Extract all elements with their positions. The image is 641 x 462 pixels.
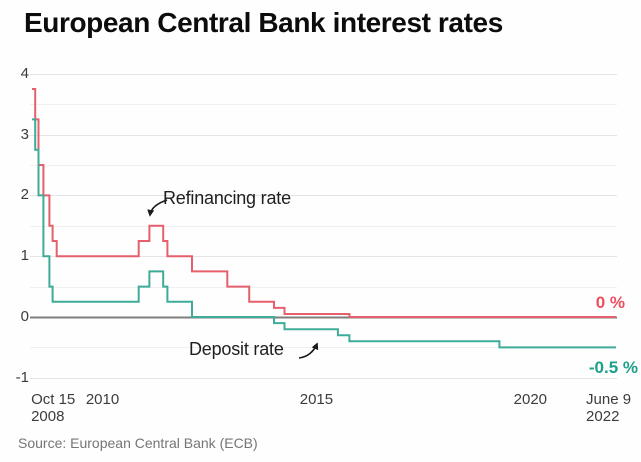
chart-title: European Central Bank interest rates bbox=[24, 7, 503, 38]
y-tick-label: 4 bbox=[20, 64, 29, 82]
annotation-refinancing-rate: Refinancing rate bbox=[163, 188, 291, 208]
annotation-deposit-rate: Deposit rate bbox=[189, 339, 284, 359]
refinancing-end-value-label: 0 % bbox=[595, 293, 625, 312]
x-tick-label: 2020 bbox=[513, 391, 548, 408]
annotation-arrow-deposit bbox=[298, 342, 319, 359]
x-tick-label: 2010 bbox=[85, 391, 120, 408]
y-tick-label: -1 bbox=[15, 368, 29, 386]
series-line-deposit-rate bbox=[32, 118, 616, 349]
y-tick-label: 1 bbox=[20, 247, 29, 265]
x-tick-label: Oct 15 2008 bbox=[31, 391, 76, 425]
series-line-refinancing-rate bbox=[32, 88, 616, 318]
y-tick-label: 0 bbox=[20, 308, 29, 325]
x-tick-label: 2015 bbox=[299, 391, 334, 408]
annotation-arrow-refinancing bbox=[147, 199, 168, 217]
deposit-end-value-label: -0.5 % bbox=[588, 358, 638, 377]
x-tick-label: June 9 2022 bbox=[586, 391, 632, 425]
y-tick-label: 3 bbox=[20, 125, 29, 143]
source-note: Source: European Central Bank (ECB) bbox=[18, 435, 258, 451]
y-tick-label: 2 bbox=[20, 186, 29, 204]
